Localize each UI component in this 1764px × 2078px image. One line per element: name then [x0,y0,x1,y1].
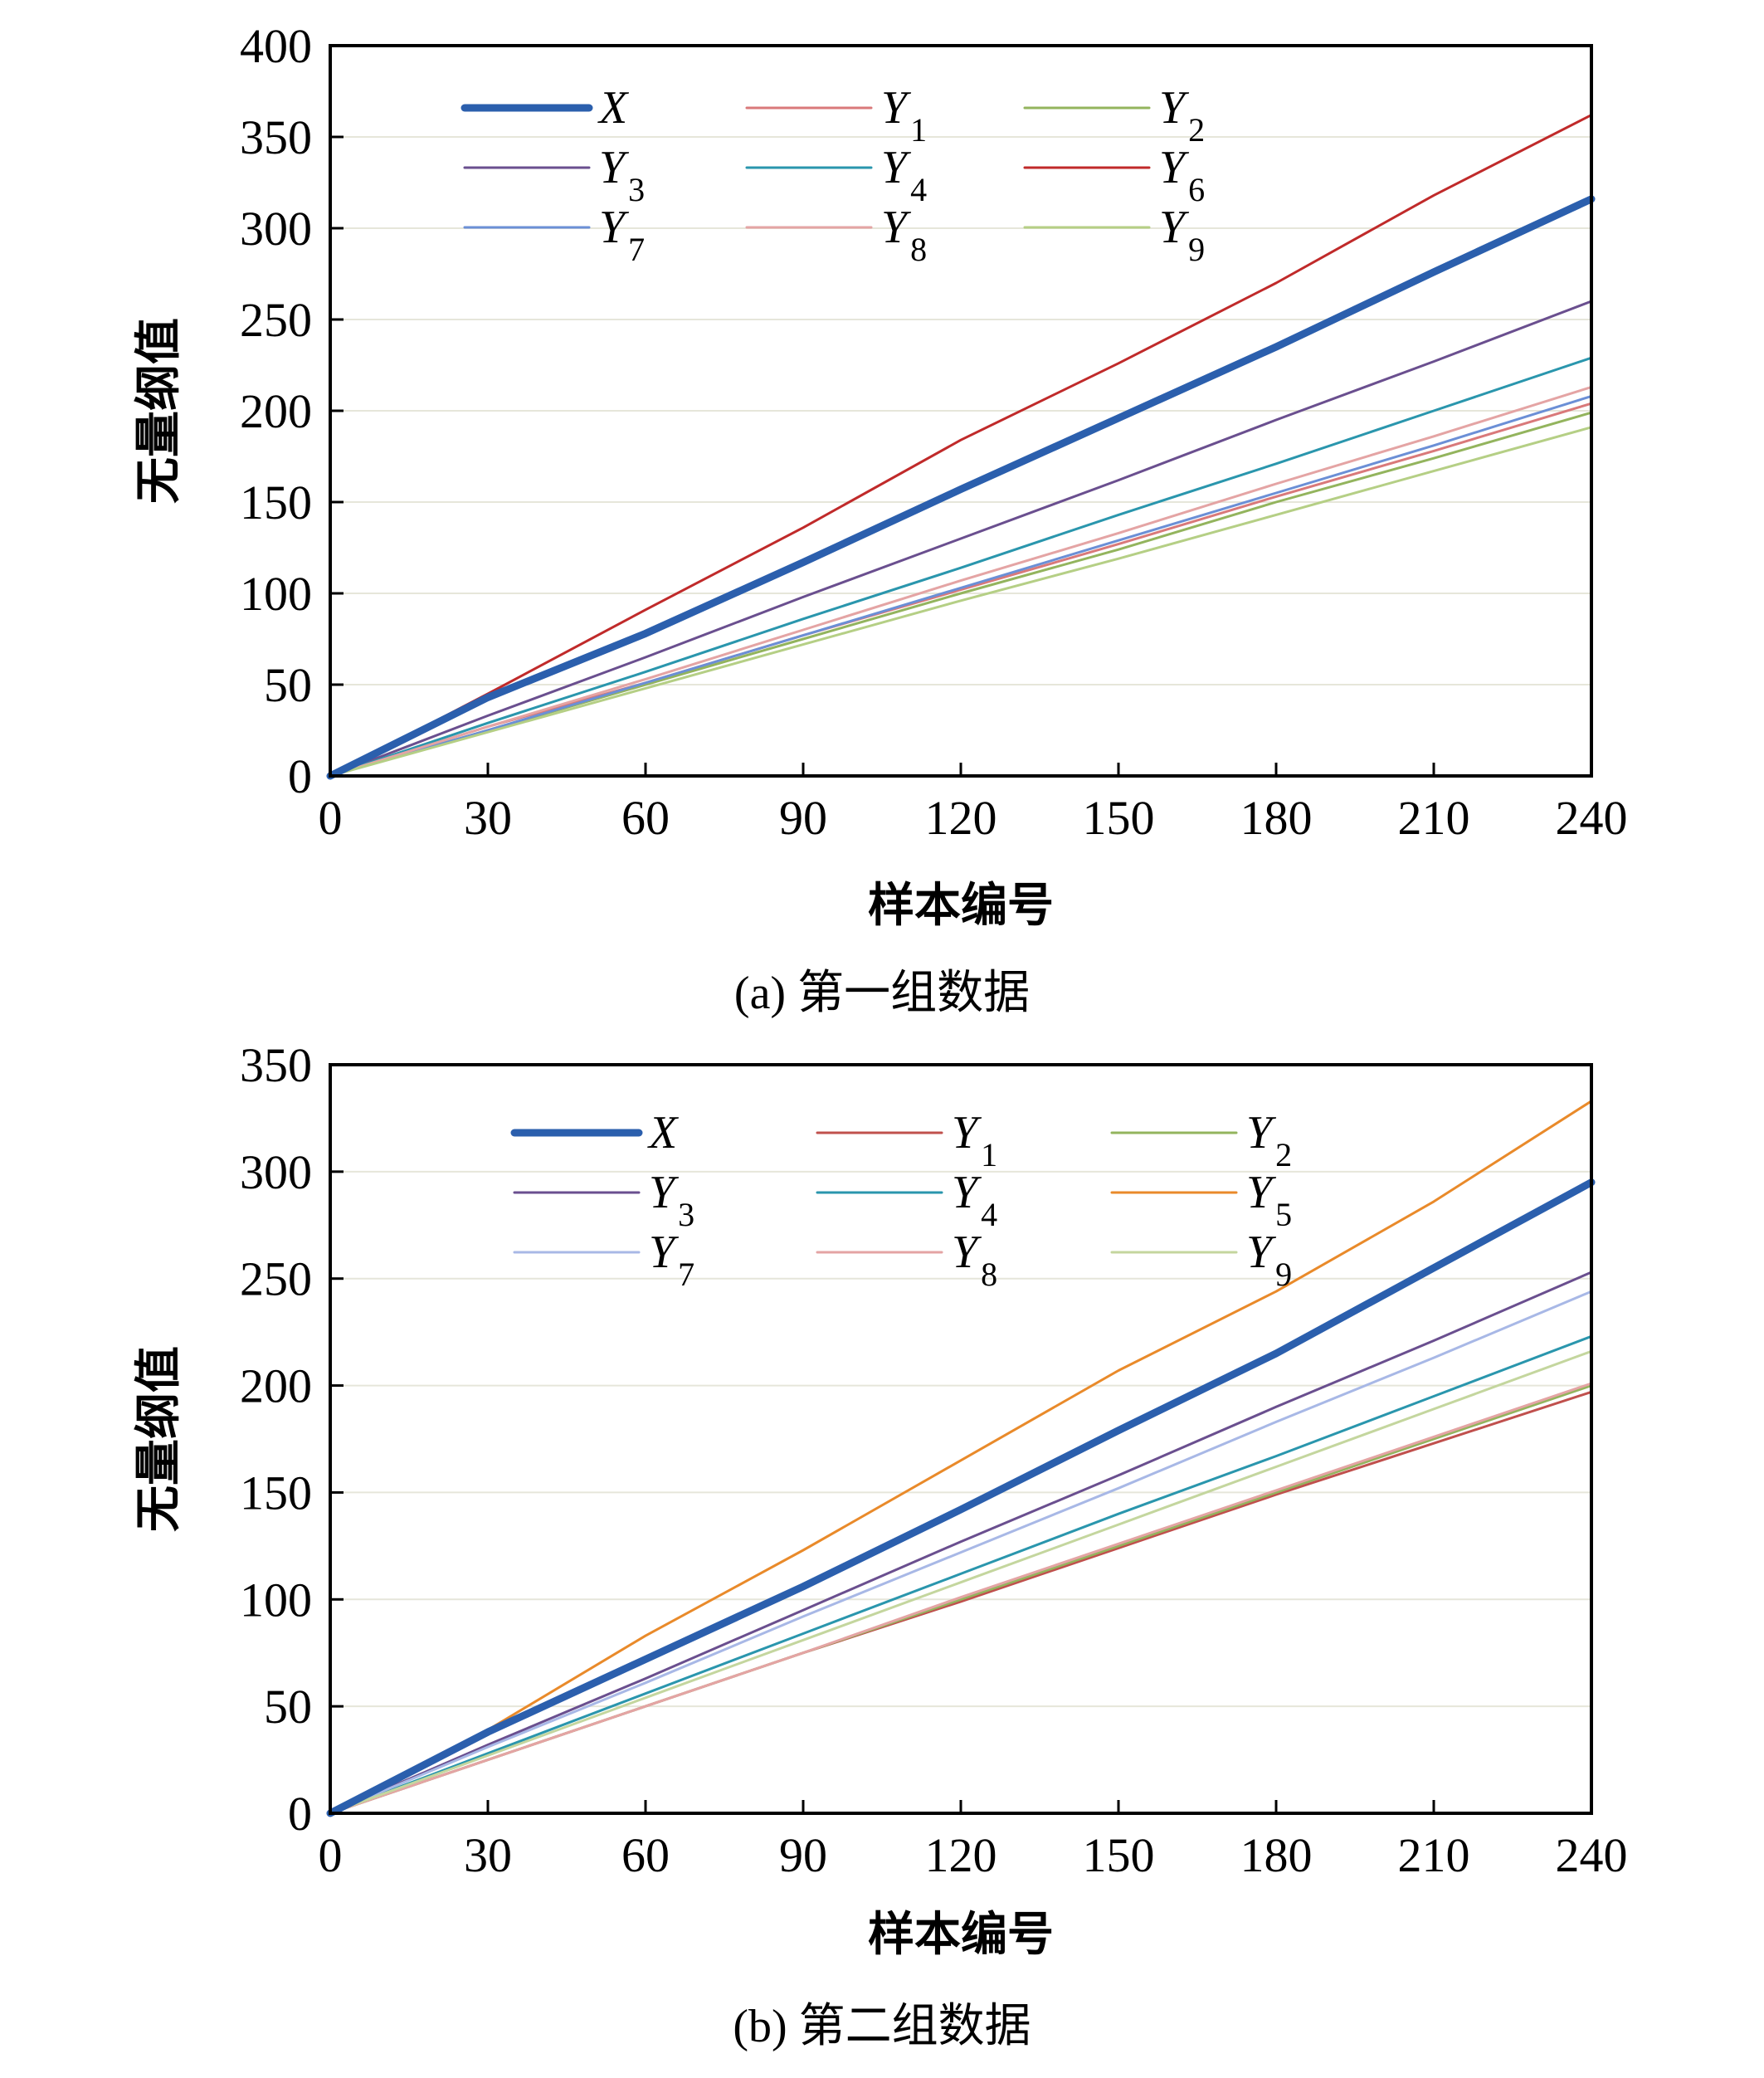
x-tick-label: 90 [779,791,827,845]
x-tick-label: 150 [1083,1828,1155,1882]
series-line-Y8 [329,385,1593,778]
series-line-Y7 [329,394,1593,778]
y-tick-label: 350 [240,1038,312,1092]
y-tick-label: 150 [240,1466,312,1519]
legend-subscript: 3 [628,171,645,208]
y-tick-label: 0 [288,749,312,803]
y-tick-label: 400 [240,19,312,73]
y-axis-title: 无量纲值 [132,318,186,504]
x-tick-label: 60 [621,791,670,845]
legend-subscript: 6 [1188,171,1205,208]
y-axis-title: 无量纲值 [132,1346,186,1532]
x-tick-label: 120 [925,1828,997,1882]
y-tick-label: 0 [288,1787,312,1841]
chart-caption: (b) 第二组数据 [733,2001,1031,2052]
legend-subscript: 3 [678,1196,694,1233]
x-axis-title: 样本编号 [868,1908,1054,1962]
legend-subscript: 2 [1275,1136,1292,1173]
legend-subscript: 9 [1275,1256,1292,1293]
x-tick-label: 240 [1556,791,1628,845]
x-tick-label: 0 [319,1828,343,1882]
series-line-Y8 [329,1382,1593,1815]
x-tick-label: 180 [1240,791,1313,845]
x-tick-label: 210 [1398,791,1470,845]
series-line-X [326,1178,1596,1817]
x-tick-label: 180 [1240,1828,1313,1882]
legend-subscript: 1 [910,111,927,149]
y-tick-label: 300 [240,202,312,256]
legend-subscript: 4 [981,1196,997,1233]
y-tick-label: 300 [240,1145,312,1199]
legend-subscript: 5 [1275,1196,1292,1233]
legend-subscript: 7 [678,1256,694,1293]
x-tick-label: 60 [621,1828,670,1882]
x-tick-label: 210 [1398,1828,1470,1882]
y-tick-label: 50 [264,658,312,712]
series-line-Y9 [329,426,1593,778]
x-tick-label: 240 [1556,1828,1628,1882]
series-line-Y7 [329,1290,1593,1815]
series-line-Y5 [329,1100,1593,1815]
y-tick-label: 250 [240,293,312,347]
y-tick-label: 200 [240,1359,312,1413]
legend-subscript: 4 [910,171,927,208]
legend-subscript: 8 [910,231,927,268]
y-tick-label: 100 [240,1573,312,1627]
x-tick-label: 0 [319,791,343,845]
legend-label-X: X [597,82,630,134]
series-line-Y3 [329,1271,1593,1815]
legend-subscript: 1 [981,1136,997,1173]
legend-label-X: X [647,1107,680,1159]
legend-subscript: 9 [1188,231,1205,268]
series-line-Y4 [329,1334,1593,1815]
x-axis-title: 样本编号 [868,879,1054,933]
legend-subscript: 7 [628,231,645,268]
x-tick-label: 120 [925,791,997,845]
legend-subscript: 8 [981,1256,997,1293]
y-tick-label: 50 [264,1680,312,1734]
series-line-X [326,195,1596,780]
x-tick-label: 90 [779,1828,827,1882]
chart-caption: (a) 第一组数据 [734,968,1030,1019]
y-tick-label: 150 [240,476,312,529]
y-tick-label: 350 [240,110,312,164]
y-tick-label: 200 [240,384,312,438]
y-tick-label: 250 [240,1252,312,1306]
legend-subscript: 2 [1188,111,1205,149]
x-tick-label: 30 [464,791,512,845]
x-tick-label: 150 [1083,791,1155,845]
series-line-Y9 [329,1349,1593,1815]
series-line-Y6 [329,114,1593,778]
series-line-Y3 [329,300,1593,778]
x-tick-label: 30 [464,1828,512,1882]
y-tick-label: 100 [240,567,312,621]
chart-b: 0 30 60 90 120 150 180 210 240 0 50 100 150 200 250 300… [132,1038,1628,2052]
series-line-Y4 [329,356,1593,778]
chart-a: 0 30 60 90 120 150 180 210 240050100150200250300… [132,19,1628,1019]
